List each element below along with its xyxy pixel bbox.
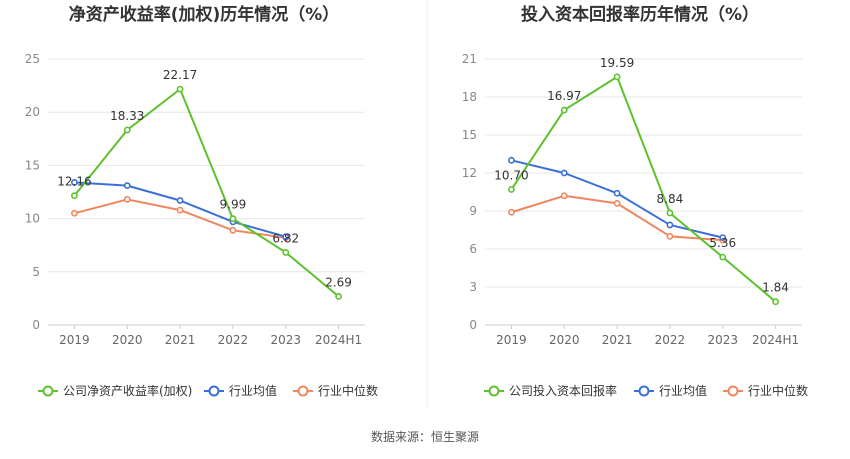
data-point [71,192,78,200]
legend-swatch-marker [488,385,500,397]
series-line [511,159,723,239]
legend-label: 行业均值 [659,383,707,398]
x-tick-label: 2022 [218,333,249,347]
data-point [613,73,621,81]
data-label: 2.69 [325,275,352,289]
data-label: 12.16 [57,175,91,189]
data-point [560,169,568,177]
data-point [666,232,674,240]
data-point [123,126,131,134]
x-tick-label: 2021 [602,333,633,347]
x-tick-label: 2019 [59,333,90,347]
legend-label: 公司净资产收益率(加权) [63,383,192,398]
y-tick-label: 12 [462,166,477,180]
data-point [719,253,727,261]
data-label: 19.59 [600,56,634,70]
data-label: 9.99 [220,198,247,212]
chart-title: 净资产收益率(加权)历年情况（%） [69,4,340,25]
y-tick-label: 15 [25,158,40,172]
chart-title: 投入资本回报率历年情况（%） [521,4,759,25]
data-point [719,234,727,241]
data-label: 18.33 [110,109,144,123]
legend-label: 行业中位数 [748,383,808,398]
data-label: 16.97 [547,89,581,103]
y-tick-label: 3 [469,280,477,294]
y-tick-label: 18 [462,90,477,104]
legend-label: 行业均值 [229,383,277,398]
data-point [613,199,621,207]
data-point [560,106,568,114]
chart-panel-2: 投入资本回报率历年情况（%） 0 3 6 9 12 15 18 21 2019 2020 2021 20… [462,4,808,398]
y-tick-label: 20 [25,105,40,119]
data-label: 1.84 [762,281,789,295]
x-tick-label: 2022 [655,333,686,347]
y-tick-label: 9 [469,204,477,218]
y-tick-label: 25 [25,52,40,66]
y-tick-label: 0 [32,318,40,332]
data-point [71,179,78,186]
data-point [666,221,674,229]
x-tick-label: 2020 [112,333,143,347]
x-tick-label: 2020 [549,333,580,347]
y-tick-label: 6 [469,242,477,256]
data-point [508,156,515,164]
series-line [510,75,777,303]
x-tick-label: 2021 [165,333,196,347]
chart-panel-1: 净资产收益率(加权)历年情况（%） 0 5 10 15 20 25 2019 2020 2021 2… [25,4,378,398]
data-point [176,197,184,204]
legend-label: 行业中位数 [318,383,378,398]
series-line [73,88,340,298]
legend-swatch-marker [42,385,54,397]
legend-swatch-marker [297,385,309,397]
x-tick-label: 2023 [270,333,301,347]
y-tick-label: 15 [462,128,477,142]
y-tick-label: 21 [462,52,477,66]
legend-swatch-marker [208,385,220,397]
data-point [666,209,674,217]
x-tick-label: 2019 [496,333,527,347]
data-label: 22.17 [163,68,197,82]
x-tick-label: 2023 [707,333,738,347]
x-tick-label: 2024H1 [315,333,362,347]
data-point [282,233,290,241]
data-point [176,206,184,214]
y-tick-label: 0 [469,318,477,332]
data-label: 8.84 [657,192,684,206]
data-point [176,85,184,93]
data-point [71,209,78,217]
data-point [123,182,131,190]
data-point [613,189,621,197]
data-point [123,196,131,203]
legend-label: 公司投入资本回报率 [509,383,617,398]
data-point [229,215,237,223]
data-label: 5.36 [709,236,736,250]
data-label: 10.70 [494,168,528,182]
data-point [229,226,237,234]
y-tick-label: 5 [32,265,40,279]
data-point [282,249,290,256]
data-point [335,292,342,300]
data-point [508,186,515,193]
data-source-note: 数据来源：恒生聚源 [370,430,479,444]
legend-swatch-marker [727,385,739,397]
y-tick-label: 10 [25,212,40,226]
x-tick-label: 2024H1 [752,333,799,347]
data-label: 6.82 [272,231,299,245]
data-point [508,208,515,216]
legend-swatch-marker [638,385,650,397]
data-point [772,298,779,306]
data-point [560,192,568,200]
